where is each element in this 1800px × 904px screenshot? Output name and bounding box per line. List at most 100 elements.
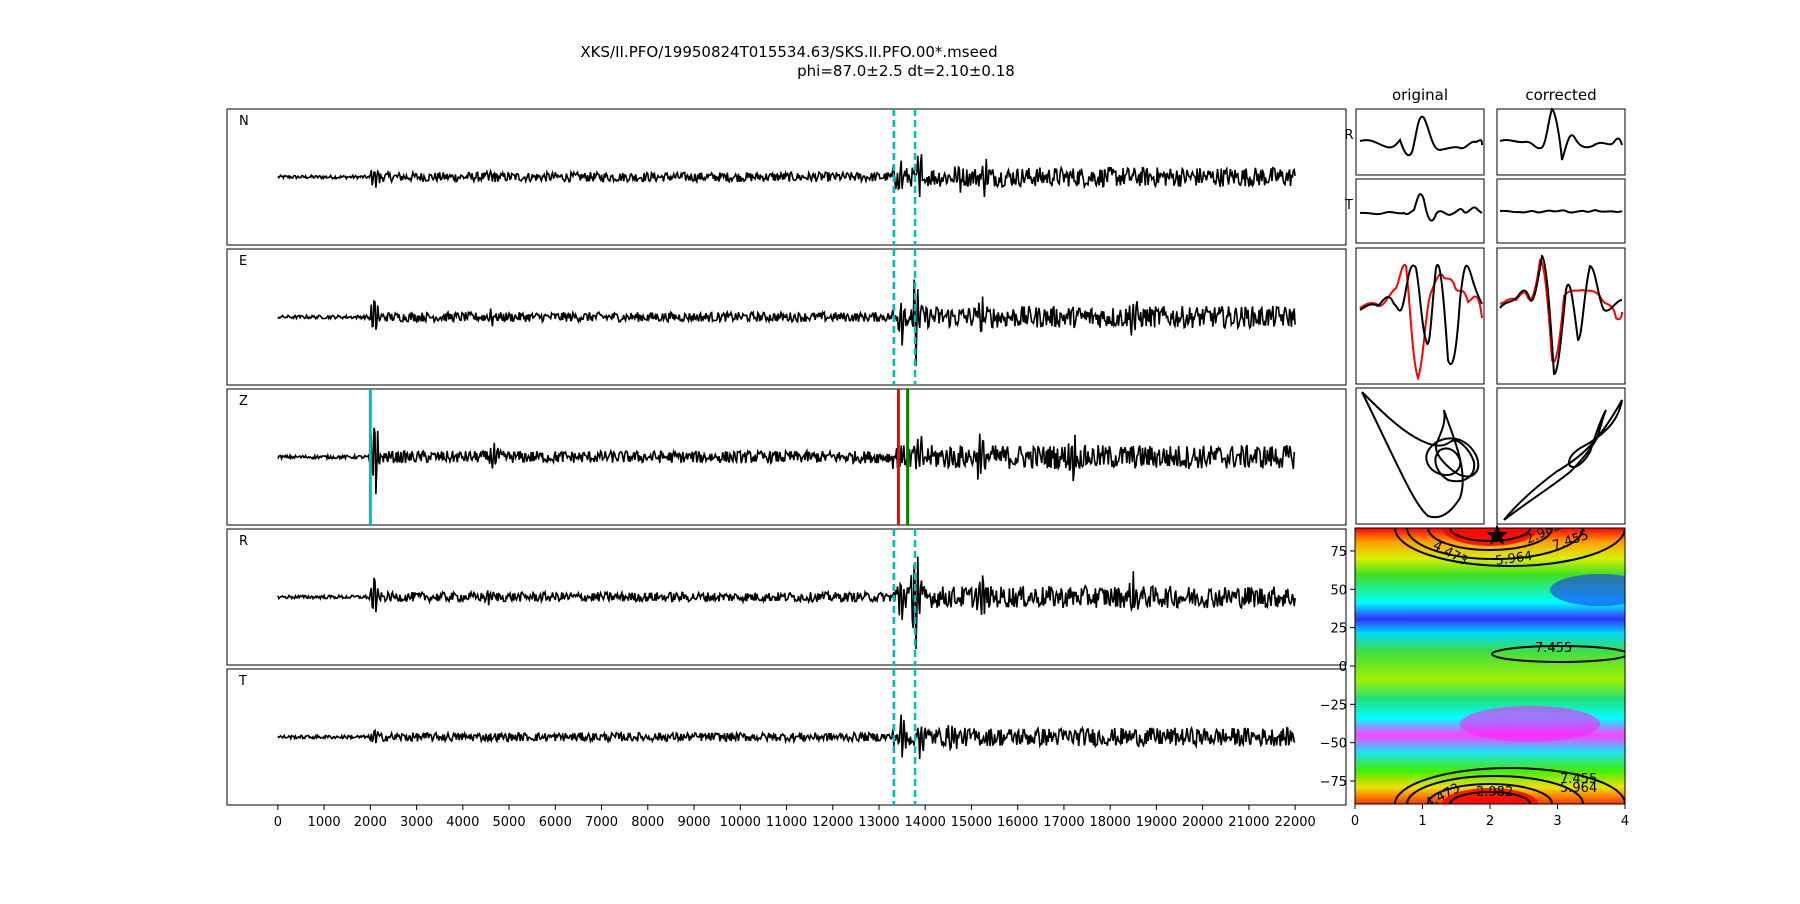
minimum-blob-top	[1442, 528, 1538, 546]
x-tick-label-13: 13000	[858, 815, 899, 830]
surface-x-tick-label-2: 2	[1486, 814, 1494, 829]
trace-label-n: N	[239, 114, 249, 129]
minimum-blob-bottom	[1442, 788, 1538, 804]
trace-r	[277, 556, 1296, 650]
surface-y-tick-label-2: 25	[1330, 622, 1347, 637]
corrected-fast-wave	[1499, 254, 1623, 376]
blue-blob	[1550, 574, 1625, 606]
contour-bottom-4	[1394, 767, 1625, 804]
x-tick-label-4: 4000	[446, 815, 479, 830]
particle-motion-grid: original corrected R T	[1344, 86, 1626, 525]
x-tick-label-6: 6000	[539, 815, 572, 830]
contour-top-1	[1449, 528, 1531, 542]
x-tick-label-21: 21000	[1228, 815, 1269, 830]
trace-label-e: E	[239, 254, 247, 269]
magenta-blob	[1460, 706, 1600, 742]
trace-n	[277, 154, 1296, 198]
x-tick-label-11: 11000	[766, 815, 807, 830]
original-overlay-frame	[1355, 247, 1485, 385]
row-label-t: T	[1344, 198, 1353, 213]
surface-x-tick-label-3: 3	[1553, 814, 1561, 829]
row-label-r: R	[1344, 128, 1353, 143]
surface-y-tick-label-6: −75	[1320, 775, 1347, 790]
x-tick-label-20: 20000	[1182, 815, 1223, 830]
surface-y-tick-label-0: 75	[1330, 545, 1347, 560]
original-slow-wave	[1359, 263, 1483, 382]
contour-middle	[1491, 645, 1625, 663]
original-particle-motion	[1361, 391, 1480, 519]
corrected-particle-motion	[1503, 399, 1623, 521]
column-title-corrected: corrected	[1525, 86, 1596, 104]
error-surface-panel: 2.982 4.473 5.964 7.455 7.455 7.455 5.96…	[1320, 524, 1630, 829]
trace-panel-r	[226, 528, 1347, 666]
trace-z	[277, 427, 1296, 495]
trace-label-t: T	[238, 674, 247, 689]
original-t-frame	[1355, 178, 1485, 244]
original-t-wave	[1359, 193, 1483, 222]
seismogram-panels: N E Z R T	[226, 108, 1347, 806]
x-tick-label-14: 14000	[905, 815, 946, 830]
x-tick-label-7: 7000	[585, 815, 618, 830]
original-particle-frame	[1355, 387, 1485, 525]
surface-x-tick-label-0: 0	[1351, 814, 1359, 829]
x-tick-label-12: 12000	[812, 815, 853, 830]
corrected-r-wave	[1499, 107, 1623, 161]
x-tick-label-8: 8000	[631, 815, 664, 830]
figure-title: XKS/II.PFO/19950824T015534.63/SKS.II.PFO…	[580, 43, 997, 61]
contour-label-5: 7.455	[1535, 641, 1572, 656]
trace-panel-z	[226, 388, 1347, 526]
corrected-r-frame	[1496, 108, 1626, 176]
corrected-slow-wave	[1499, 258, 1623, 363]
x-tick-label-1: 1000	[308, 815, 341, 830]
trace-panel-e	[226, 248, 1347, 386]
figure-subtitle: phi=87.0±2.5 dt=2.10±0.18	[797, 62, 1015, 80]
corrected-particle-frame	[1496, 387, 1626, 525]
x-tick-label-9: 9000	[677, 815, 710, 830]
surface-y-tick-label-1: 50	[1330, 583, 1347, 598]
error-surface-heatmap	[1355, 528, 1625, 804]
original-fast-wave	[1359, 264, 1483, 366]
contour-label-7: 5.964	[1560, 781, 1597, 796]
trace-label-z: Z	[239, 394, 248, 409]
error-surface-axes: 0 1 2 3 4 75 50 25 0 −25 −50 −75	[1320, 545, 1630, 829]
x-tick-label-19: 19000	[1136, 815, 1177, 830]
contour-bottom-2	[1427, 783, 1553, 804]
contour-label-6: 7.455	[1560, 772, 1597, 787]
x-tick-label-22: 22000	[1274, 815, 1315, 830]
surface-x-tick-label-4: 4	[1621, 814, 1629, 829]
x-tick-label-16: 16000	[997, 815, 1038, 830]
surface-y-tick-label-4: −25	[1320, 698, 1347, 713]
x-tick-label-15: 15000	[951, 815, 992, 830]
x-tick-label-2: 2000	[354, 815, 387, 830]
contour-label-3: 5.964	[1494, 549, 1533, 569]
x-tick-label-0: 0	[274, 815, 282, 830]
contour-top-3	[1406, 528, 1584, 560]
corrected-t-frame	[1496, 178, 1626, 244]
x-tick-label-5: 5000	[493, 815, 526, 830]
contour-top-2	[1427, 528, 1553, 551]
original-r-frame	[1355, 108, 1485, 176]
x-tick-label-17: 17000	[1043, 815, 1084, 830]
surface-x-tick-label-1: 1	[1418, 814, 1426, 829]
original-r-wave	[1359, 115, 1483, 157]
surface-y-tick-label-3: 0	[1339, 660, 1347, 675]
contour-top-4	[1394, 528, 1625, 567]
x-tick-label-10: 10000	[720, 815, 761, 830]
surface-y-tick-label-5: −50	[1320, 737, 1347, 752]
trace-panel-n	[226, 108, 1347, 246]
column-title-original: original	[1392, 86, 1448, 104]
trace-label-r: R	[239, 534, 248, 549]
trace-t	[277, 714, 1296, 760]
contour-label-9: 2.982	[1476, 785, 1513, 800]
time-axis: 0 1000 2000 3000 4000 5000 6000 7000 8000 9000 100…	[274, 805, 1316, 830]
contour-bottom-1	[1449, 791, 1531, 804]
corrected-overlay-frame	[1496, 247, 1626, 385]
x-tick-label-3: 3000	[400, 815, 433, 830]
trace-e	[277, 279, 1296, 367]
best-fit-star-marker	[1486, 524, 1508, 545]
contour-bottom-3	[1406, 775, 1584, 804]
corrected-t-wave	[1499, 209, 1623, 214]
x-tick-label-18: 18000	[1089, 815, 1130, 830]
